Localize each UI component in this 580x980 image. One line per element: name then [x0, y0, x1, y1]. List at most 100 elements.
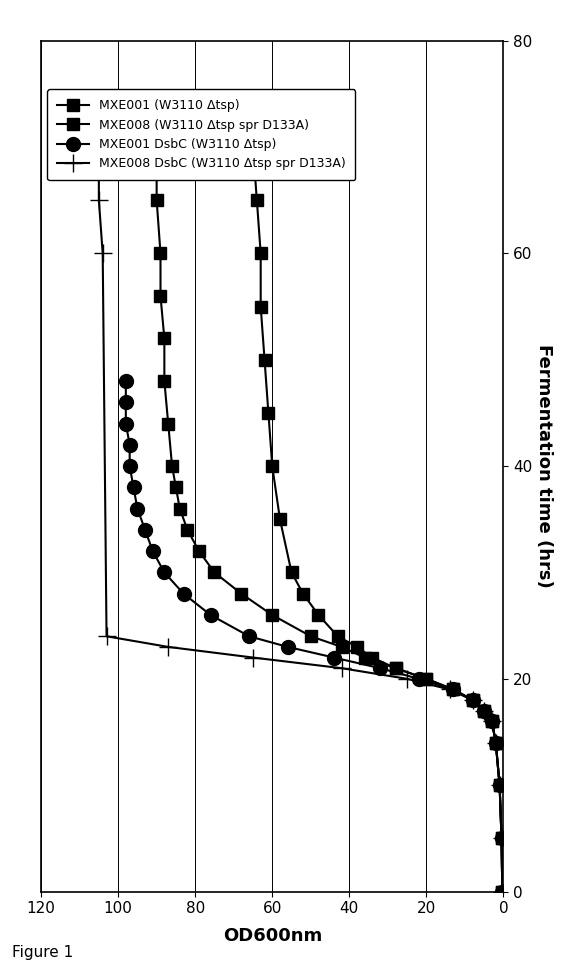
MXE008 (W3110 Δtsp spr D133A)	[269, 610, 276, 621]
MXE008 DsbC (W3110 Δtsp spr D133A)	[165, 641, 172, 653]
MXE001 (W3110 Δtsp)	[315, 610, 322, 621]
MXE001 DsbC (W3110 Δtsp)	[122, 417, 129, 429]
MXE001 (W3110 Δtsp)	[334, 630, 341, 642]
MXE001 DsbC (W3110 Δtsp)	[488, 715, 495, 727]
MXE008 DsbC (W3110 Δtsp spr D133A)	[469, 694, 476, 706]
MXE001 (W3110 Δtsp)	[488, 715, 495, 727]
MXE001 (W3110 Δtsp)	[499, 886, 506, 898]
MXE001 DsbC (W3110 Δtsp)	[149, 545, 156, 557]
MXE001 (W3110 Δtsp)	[450, 684, 457, 696]
MXE008 (W3110 Δtsp spr D133A)	[392, 662, 399, 674]
MXE001 DsbC (W3110 Δtsp)	[122, 396, 129, 408]
Line: MXE001 (W3110 Δtsp): MXE001 (W3110 Δtsp)	[248, 141, 508, 897]
MXE001 (W3110 Δtsp)	[261, 354, 268, 366]
MXE008 (W3110 Δtsp spr D133A)	[488, 715, 495, 727]
MXE008 (W3110 Δtsp spr D133A)	[338, 641, 345, 653]
MXE001 (W3110 Δtsp)	[265, 407, 272, 418]
MXE008 (W3110 Δtsp spr D133A)	[153, 194, 160, 206]
MXE001 (W3110 Δtsp)	[392, 662, 399, 674]
MXE008 DsbC (W3110 Δtsp spr D133A)	[249, 652, 256, 663]
MXE001 (W3110 Δtsp)	[277, 514, 284, 525]
MXE008 (W3110 Δtsp spr D133A)	[161, 332, 168, 344]
Line: MXE001 DsbC (W3110 Δtsp): MXE001 DsbC (W3110 Δtsp)	[119, 374, 509, 899]
MXE008 (W3110 Δtsp spr D133A)	[499, 886, 506, 898]
MXE008 (W3110 Δtsp spr D133A)	[481, 705, 488, 716]
MXE008 DsbC (W3110 Δtsp spr D133A)	[103, 630, 110, 642]
MXE008 DsbC (W3110 Δtsp spr D133A)	[481, 705, 488, 716]
MXE008 DsbC (W3110 Δtsp spr D133A)	[488, 715, 495, 727]
Legend: MXE001 (W3110 Δtsp), MXE008 (W3110 Δtsp spr D133A), MXE001 DsbC (W3110 Δtsp), MX: MXE001 (W3110 Δtsp), MXE008 (W3110 Δtsp …	[48, 89, 356, 180]
MXE001 DsbC (W3110 Δtsp)	[450, 684, 457, 696]
MXE001 DsbC (W3110 Δtsp)	[481, 705, 488, 716]
MXE008 DsbC (W3110 Δtsp spr D133A)	[446, 684, 453, 696]
MXE008 (W3110 Δtsp spr D133A)	[157, 248, 164, 260]
MXE001 DsbC (W3110 Δtsp)	[126, 439, 133, 451]
MXE008 (W3110 Δtsp spr D133A)	[195, 545, 202, 557]
MXE001 DsbC (W3110 Δtsp)	[498, 832, 505, 844]
MXE008 DsbC (W3110 Δtsp spr D133A)	[95, 141, 102, 153]
MXE008 DsbC (W3110 Δtsp spr D133A)	[338, 662, 345, 674]
Text: Figure 1: Figure 1	[12, 946, 73, 960]
MXE001 DsbC (W3110 Δtsp)	[376, 662, 383, 674]
MXE001 (W3110 Δtsp)	[257, 248, 264, 260]
MXE001 DsbC (W3110 Δtsp)	[161, 566, 168, 578]
MXE008 (W3110 Δtsp spr D133A)	[169, 461, 176, 472]
MXE001 DsbC (W3110 Δtsp)	[180, 588, 187, 600]
MXE008 (W3110 Δtsp spr D133A)	[176, 503, 183, 514]
MXE001 (W3110 Δtsp)	[469, 694, 476, 706]
MXE001 (W3110 Δtsp)	[423, 673, 430, 685]
MXE001 (W3110 Δtsp)	[496, 779, 503, 791]
MXE008 (W3110 Δtsp spr D133A)	[211, 566, 218, 578]
MXE001 (W3110 Δtsp)	[253, 194, 260, 206]
MXE008 DsbC (W3110 Δtsp spr D133A)	[496, 779, 503, 791]
MXE008 DsbC (W3110 Δtsp spr D133A)	[99, 248, 106, 260]
MXE001 DsbC (W3110 Δtsp)	[142, 524, 148, 536]
MXE001 DsbC (W3110 Δtsp)	[284, 641, 291, 653]
MXE001 DsbC (W3110 Δtsp)	[331, 652, 338, 663]
MXE008 DsbC (W3110 Δtsp spr D133A)	[95, 194, 102, 206]
MXE001 (W3110 Δtsp)	[354, 641, 361, 653]
MXE008 (W3110 Δtsp spr D133A)	[361, 652, 368, 663]
Y-axis label: Fermentation time (hrs): Fermentation time (hrs)	[535, 344, 553, 588]
MXE008 (W3110 Δtsp spr D133A)	[307, 630, 314, 642]
MXE001 (W3110 Δtsp)	[300, 588, 307, 600]
MXE001 DsbC (W3110 Δtsp)	[130, 481, 137, 493]
MXE008 (W3110 Δtsp spr D133A)	[492, 737, 499, 749]
MXE008 (W3110 Δtsp spr D133A)	[498, 832, 505, 844]
MXE008 (W3110 Δtsp spr D133A)	[450, 684, 457, 696]
MXE001 DsbC (W3110 Δtsp)	[496, 779, 503, 791]
MXE008 (W3110 Δtsp spr D133A)	[496, 779, 503, 791]
MXE008 DsbC (W3110 Δtsp spr D133A)	[498, 832, 505, 844]
MXE008 (W3110 Δtsp spr D133A)	[161, 375, 168, 387]
X-axis label: OD600nm: OD600nm	[223, 927, 322, 946]
MXE008 (W3110 Δtsp spr D133A)	[153, 141, 160, 153]
MXE001 DsbC (W3110 Δtsp)	[499, 886, 506, 898]
MXE001 DsbC (W3110 Δtsp)	[469, 694, 476, 706]
MXE008 (W3110 Δtsp spr D133A)	[469, 694, 476, 706]
MXE008 (W3110 Δtsp spr D133A)	[423, 673, 430, 685]
MXE008 (W3110 Δtsp spr D133A)	[165, 417, 172, 429]
MXE001 (W3110 Δtsp)	[492, 737, 499, 749]
MXE008 (W3110 Δtsp spr D133A)	[184, 524, 191, 536]
MXE008 DsbC (W3110 Δtsp spr D133A)	[404, 673, 411, 685]
MXE008 DsbC (W3110 Δtsp spr D133A)	[492, 737, 499, 749]
MXE001 DsbC (W3110 Δtsp)	[207, 610, 214, 621]
MXE008 DsbC (W3110 Δtsp spr D133A)	[499, 886, 506, 898]
MXE008 (W3110 Δtsp spr D133A)	[157, 290, 164, 302]
MXE001 DsbC (W3110 Δtsp)	[126, 461, 133, 472]
MXE001 (W3110 Δtsp)	[249, 141, 256, 153]
MXE001 DsbC (W3110 Δtsp)	[246, 630, 253, 642]
MXE001 (W3110 Δtsp)	[498, 832, 505, 844]
MXE001 (W3110 Δtsp)	[288, 566, 295, 578]
MXE001 (W3110 Δtsp)	[369, 652, 376, 663]
Line: MXE008 (W3110 Δtsp spr D133A): MXE008 (W3110 Δtsp spr D133A)	[151, 141, 508, 897]
Line: MXE008 DsbC (W3110 Δtsp spr D133A): MXE008 DsbC (W3110 Δtsp spr D133A)	[90, 138, 512, 901]
MXE001 DsbC (W3110 Δtsp)	[415, 673, 422, 685]
MXE001 DsbC (W3110 Δtsp)	[134, 503, 141, 514]
MXE008 (W3110 Δtsp spr D133A)	[172, 481, 179, 493]
MXE001 (W3110 Δtsp)	[257, 301, 264, 313]
MXE008 (W3110 Δtsp spr D133A)	[238, 588, 245, 600]
MXE001 (W3110 Δtsp)	[269, 461, 276, 472]
MXE001 DsbC (W3110 Δtsp)	[122, 375, 129, 387]
MXE001 (W3110 Δtsp)	[481, 705, 488, 716]
